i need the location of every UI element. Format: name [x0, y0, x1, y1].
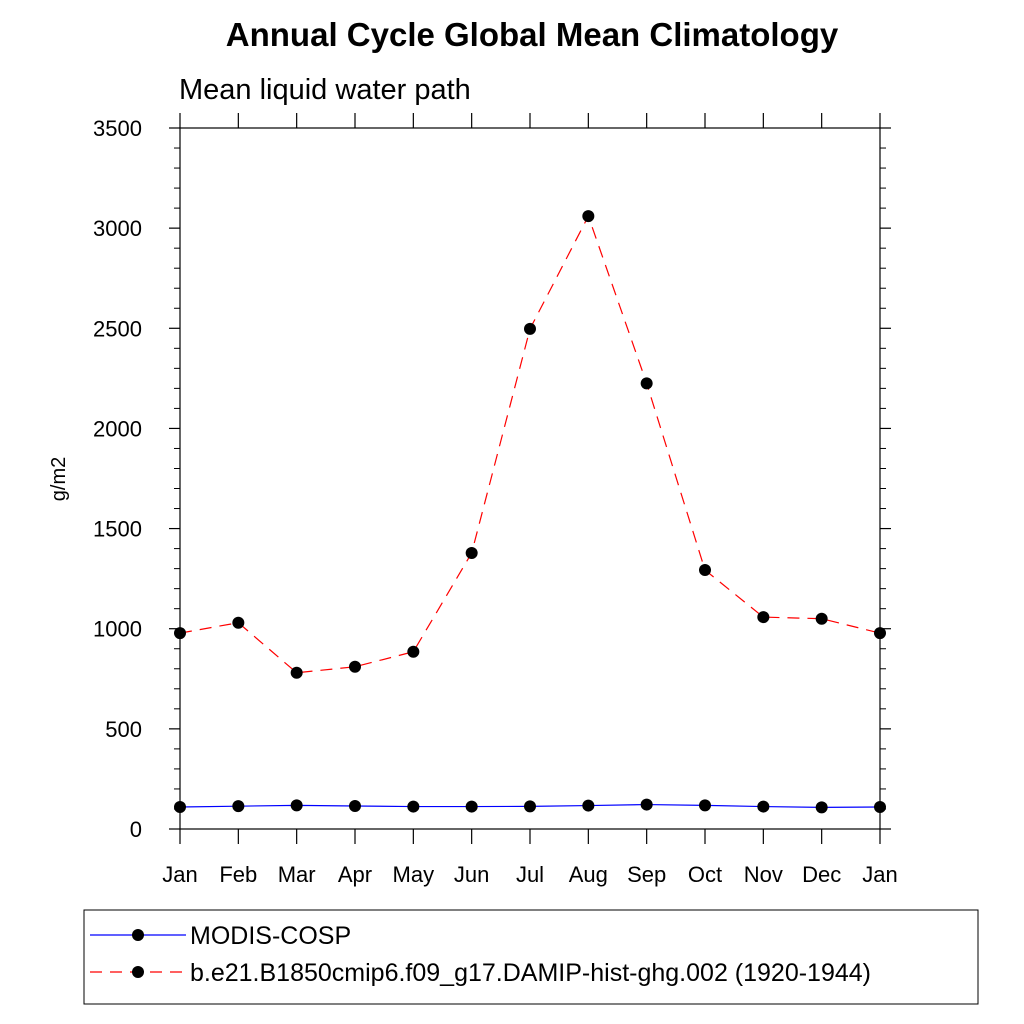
y-tick-label: 0 [130, 817, 142, 842]
y-tick-label: 1500 [93, 517, 142, 542]
legend-label-0: MODIS-COSP [190, 922, 351, 950]
x-tick-label: Nov [744, 862, 783, 887]
series-0-point [815, 801, 828, 814]
y-tick-labels: 0 500 1000 1500 2000 2500 3000 3500 [93, 116, 142, 842]
series-0-point [640, 798, 653, 811]
series-0-point [174, 800, 186, 813]
x-tick-label: Jun [454, 862, 489, 887]
series-0-point [699, 799, 711, 812]
series-1-point [174, 627, 186, 640]
legend-marker-0 [132, 929, 144, 941]
y-tick-label: 3500 [93, 116, 142, 141]
x-tick-label: Jan [162, 862, 197, 887]
x-tick-label: Sep [627, 862, 666, 887]
legend-label-1: b.e21.B1850cmip6.f09_g17.DAMIP-hist-ghg.… [190, 959, 871, 987]
series-0-point [290, 799, 303, 812]
y-axis-label: g/m2 [48, 457, 70, 501]
series-1-point [407, 645, 420, 658]
series-1-point [465, 547, 478, 560]
x-tick-labels: Jan Feb Mar Apr May Jun Jul Aug Sep Oct Nov Dec Jan [162, 862, 897, 887]
x-tick-label: Oct [688, 862, 722, 887]
legend-box [83, 909, 979, 1005]
series-1-point [640, 377, 653, 390]
chart-title: Annual Cycle Global Mean Climatology [226, 16, 839, 53]
series-1-point [349, 660, 361, 673]
series-0-point [582, 799, 595, 812]
x-tick-label: Jan [862, 862, 897, 887]
series-1-point [757, 611, 770, 624]
series-0-point [349, 799, 361, 812]
x-tick-label: May [393, 862, 435, 887]
series-lines [179, 214, 881, 808]
series-1-point [290, 666, 303, 679]
legend-marker-1 [132, 966, 144, 978]
y-tick-label: 1000 [93, 617, 142, 642]
x-tick-label: Feb [219, 862, 257, 887]
x-tick-label: Mar [278, 862, 316, 887]
series-1-point [524, 322, 536, 335]
y-tick-label: 2000 [93, 416, 142, 441]
series-1-point [874, 627, 886, 640]
series-1-point [232, 616, 245, 629]
x-tick-label: Apr [338, 862, 372, 887]
series-points [174, 210, 886, 814]
series-0-point [874, 800, 886, 813]
series-0-point [407, 800, 420, 813]
x-tick-label: Dec [802, 862, 841, 887]
series-1-point [699, 564, 711, 577]
series-0-point [232, 800, 245, 813]
legend: MODIS-COSP b.e21.B1850cmip6.f09_g17.DAMIP… [90, 922, 871, 987]
x-tick-label: Jul [516, 862, 544, 887]
series-0-point [465, 800, 478, 813]
plot-frame [179, 127, 881, 830]
x-tick-label: Aug [569, 862, 608, 887]
axis-ticks [169, 113, 891, 844]
y-tick-label: 2500 [93, 316, 142, 341]
series-1-point [582, 210, 595, 223]
series-line-1 [179, 214, 881, 674]
series-1-point [815, 612, 828, 625]
series-0-point [524, 800, 536, 813]
y-tick-label: 500 [105, 717, 142, 742]
y-tick-label: 3000 [93, 216, 142, 241]
chart-subtitle: Mean liquid water path [179, 74, 471, 106]
series-0-point [757, 800, 770, 813]
